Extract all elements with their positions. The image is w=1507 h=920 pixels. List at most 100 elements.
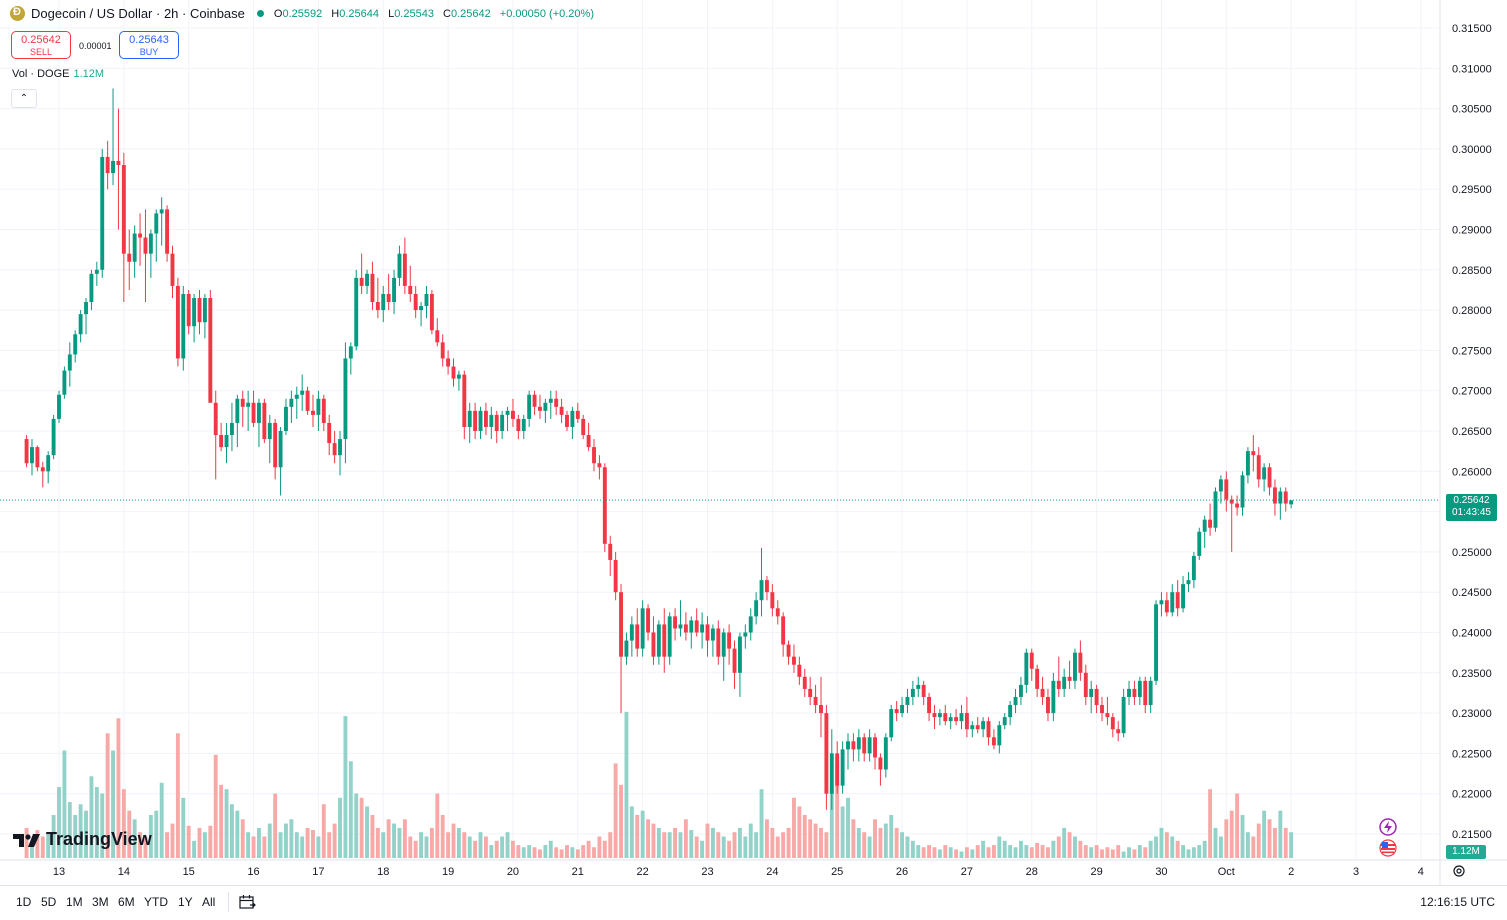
time-tick-label: 18 <box>377 866 389 878</box>
candle-body <box>640 608 645 649</box>
volume-bar <box>100 793 105 858</box>
symbol-title[interactable]: Dogecoin / US Dollar · 2h · Coinbase <box>31 6 245 21</box>
volume-bar <box>873 819 877 858</box>
lightning-promo-icon[interactable] <box>1378 817 1398 837</box>
time-tick-label: 29 <box>1090 866 1102 878</box>
candle-body <box>494 414 499 431</box>
volume-bar <box>262 836 267 858</box>
volume-bar <box>602 840 607 858</box>
volume-bar <box>1116 845 1121 858</box>
range-3m[interactable]: 3M <box>92 895 109 909</box>
volume-bar <box>408 836 413 858</box>
date-range-calendar-icon[interactable] <box>238 893 256 911</box>
volume-bar <box>1148 840 1153 858</box>
bar-countdown: 01:43:45 <box>1452 507 1491 518</box>
volume-bar <box>991 845 996 858</box>
candle-body <box>359 277 364 286</box>
buy-label: BUY <box>139 47 159 57</box>
volume-bar <box>224 789 229 858</box>
candle-body <box>316 398 321 415</box>
candle-body <box>937 713 942 718</box>
candle-body <box>819 705 823 714</box>
volume-bar <box>1024 845 1029 858</box>
candle-body <box>1121 696 1126 734</box>
candle-body <box>1110 717 1115 730</box>
volume-bar <box>937 849 942 858</box>
candle-body <box>456 374 461 379</box>
volume-bar <box>462 832 467 858</box>
volume-bar <box>229 804 234 858</box>
range-5d[interactable]: 5D <box>41 895 57 909</box>
volume-bar <box>246 832 251 858</box>
candle-body <box>1202 519 1207 532</box>
volume-bar <box>570 847 575 858</box>
candle-body <box>257 402 261 423</box>
candle-body <box>786 644 791 657</box>
settings-gear-icon[interactable] <box>1452 864 1466 878</box>
range-1d[interactable]: 1D <box>16 895 32 909</box>
candle-body <box>1256 455 1261 480</box>
price-tick-label: 0.31000 <box>1452 63 1492 75</box>
volume-bar <box>1191 847 1196 858</box>
volume-bar <box>284 823 288 858</box>
range-6m[interactable]: 6M <box>118 895 135 909</box>
candle-body <box>867 737 872 754</box>
range-1y[interactable]: 1Y <box>178 895 193 909</box>
candle-body <box>440 342 445 359</box>
candle-body <box>321 398 326 423</box>
volume-bar <box>94 787 99 858</box>
range-all[interactable]: All <box>202 895 216 909</box>
price-tick-label: 0.29000 <box>1452 225 1492 237</box>
candle-body <box>889 709 894 738</box>
volume-bar <box>1170 836 1175 858</box>
volume-bar <box>235 810 240 858</box>
volume-bar <box>289 819 294 858</box>
candle-body <box>1056 680 1061 689</box>
candle-body <box>213 402 218 436</box>
volume-bar <box>635 815 640 858</box>
candle-body <box>1240 475 1245 508</box>
volume-bar <box>964 847 969 858</box>
candle-body <box>743 632 748 637</box>
volume-bar <box>1235 793 1240 858</box>
candle-body <box>846 741 850 750</box>
candle-body <box>748 616 753 633</box>
candle-body <box>770 592 775 609</box>
collapse-legend-button[interactable]: ⌃ <box>11 89 37 108</box>
price-tick-label: 0.28500 <box>1452 265 1492 277</box>
candle-body <box>824 713 829 794</box>
volume-bar <box>1197 845 1202 858</box>
volume-bar <box>1067 832 1072 858</box>
volume-bar <box>359 797 364 858</box>
candle-body <box>527 394 532 419</box>
us-flag-icon[interactable] <box>1378 838 1398 858</box>
candle-body <box>175 285 180 359</box>
range-ytd[interactable]: YTD <box>144 895 168 909</box>
volume-legend[interactable]: Vol · DOGE 1.12M <box>12 68 104 80</box>
candle-body <box>332 443 337 456</box>
candle-body <box>375 302 380 311</box>
candle-body <box>1181 584 1186 609</box>
volume-bar <box>1278 810 1283 858</box>
sell-button[interactable]: 0.25642 SELL <box>11 31 71 59</box>
candle-body <box>921 684 926 697</box>
candle-body <box>1116 729 1121 734</box>
candle-body <box>1002 717 1007 726</box>
volume-bar <box>597 836 602 858</box>
utc-clock[interactable]: 12:16:15 UTC <box>1420 895 1495 909</box>
candle-body <box>1073 652 1077 681</box>
candle-body <box>646 608 650 633</box>
tradingview-logo[interactable]: TradingView <box>13 829 152 850</box>
volume-bar <box>867 836 872 858</box>
candle-body <box>121 165 126 254</box>
volume-bar <box>900 832 904 858</box>
candle-body <box>856 737 861 750</box>
volume-bar <box>1008 845 1013 858</box>
volume-bar <box>748 823 753 858</box>
range-1m[interactable]: 1M <box>66 895 83 909</box>
volume-bar <box>1110 849 1115 858</box>
buy-button[interactable]: 0.25643 BUY <box>119 31 179 59</box>
volume-bar <box>397 827 402 858</box>
candle-body <box>905 696 910 706</box>
